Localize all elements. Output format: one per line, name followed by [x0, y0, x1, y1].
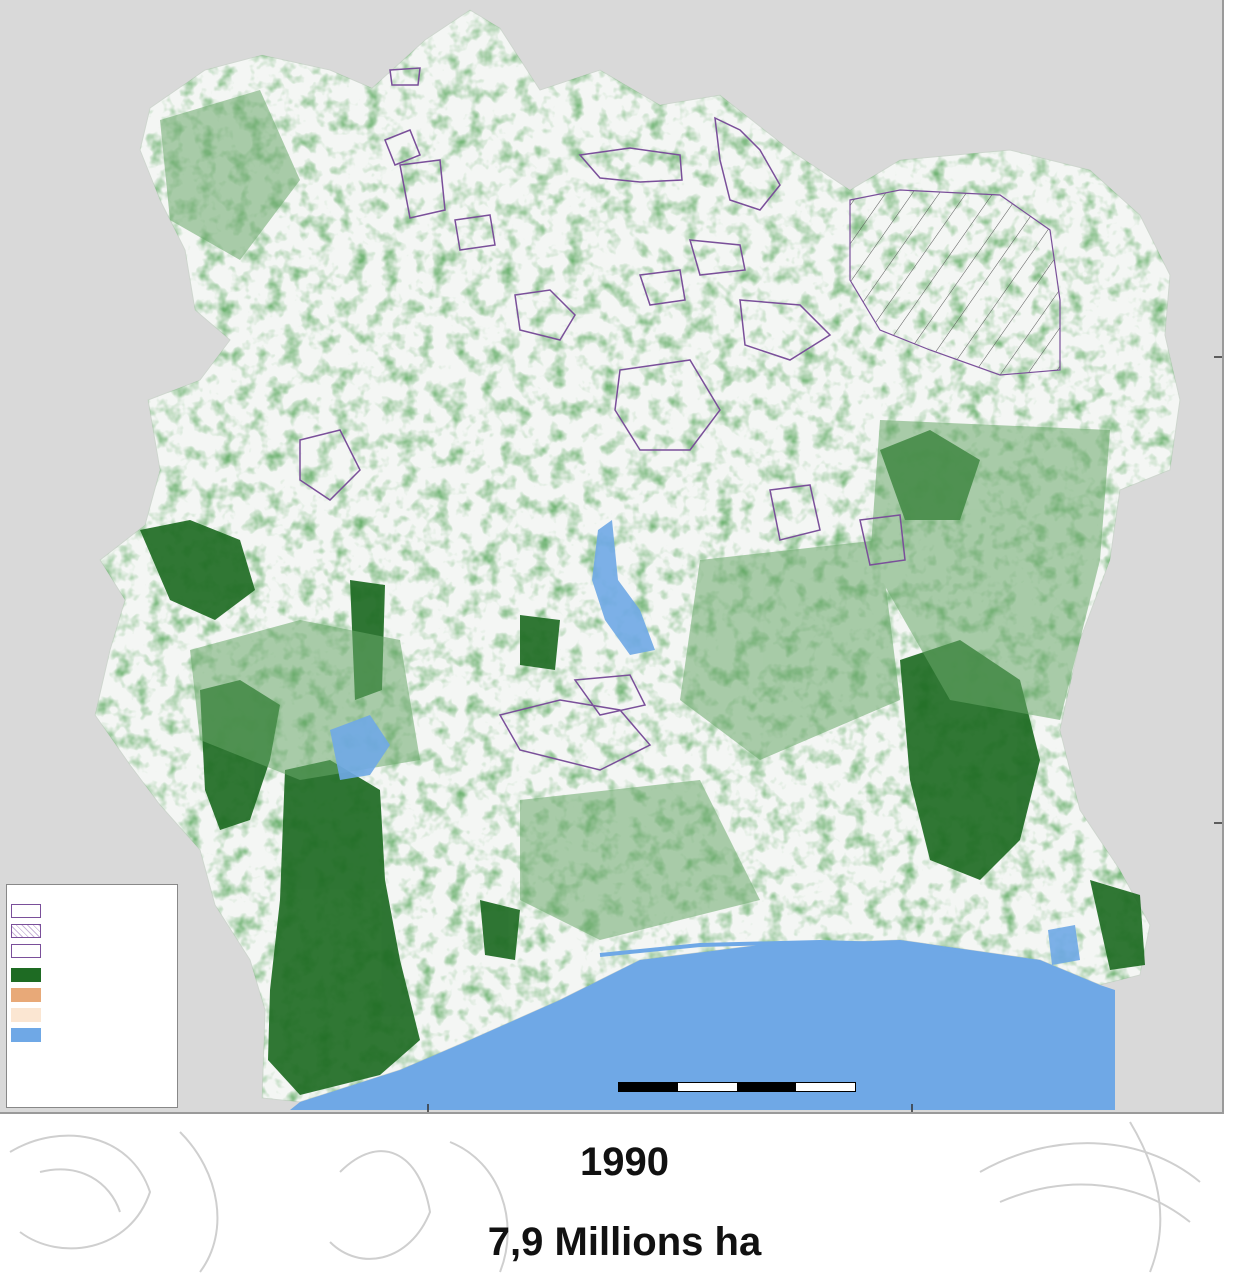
map-frame: ​ [0, 0, 1224, 1114]
legend-swatch-outline [11, 904, 41, 918]
legend-row-dense-forest [11, 965, 177, 985]
legend-row-park [11, 921, 177, 941]
coastal-lagoon [599, 939, 1001, 960]
legend-row-other [11, 1005, 177, 1025]
legend-swatch-reserve-outline [11, 944, 41, 958]
scale-bar [618, 1082, 856, 1092]
year-label: 1990 [580, 1140, 669, 1184]
legend-swatch-dense-forest [11, 968, 41, 982]
legend-row-classified-forest [11, 901, 177, 921]
legend-row-degraded-forest [11, 985, 177, 1005]
legend-swatch-other [11, 1008, 41, 1022]
map-legend: ​ [6, 884, 178, 1108]
decorative-leaf-background [9, 1121, 1201, 1273]
legend-row-reserve [11, 941, 177, 961]
legend-swatch-degraded-forest [11, 988, 41, 1002]
forest-area-caption: 7,9 Millions ha [487, 1220, 762, 1264]
legend-swatch-hatched-outline [11, 924, 41, 938]
legend-swatch-water [11, 1028, 41, 1042]
hatched-zone [849, 189, 1061, 376]
legend-row-water [11, 1025, 177, 1045]
protected-area-outlines [299, 67, 906, 771]
ocean [290, 940, 1115, 1110]
water-bodies [330, 520, 1080, 965]
legend-title: ​ [7, 888, 177, 897]
grid-ticks [427, 356, 1222, 1112]
forest-map [94, 9, 1222, 1112]
